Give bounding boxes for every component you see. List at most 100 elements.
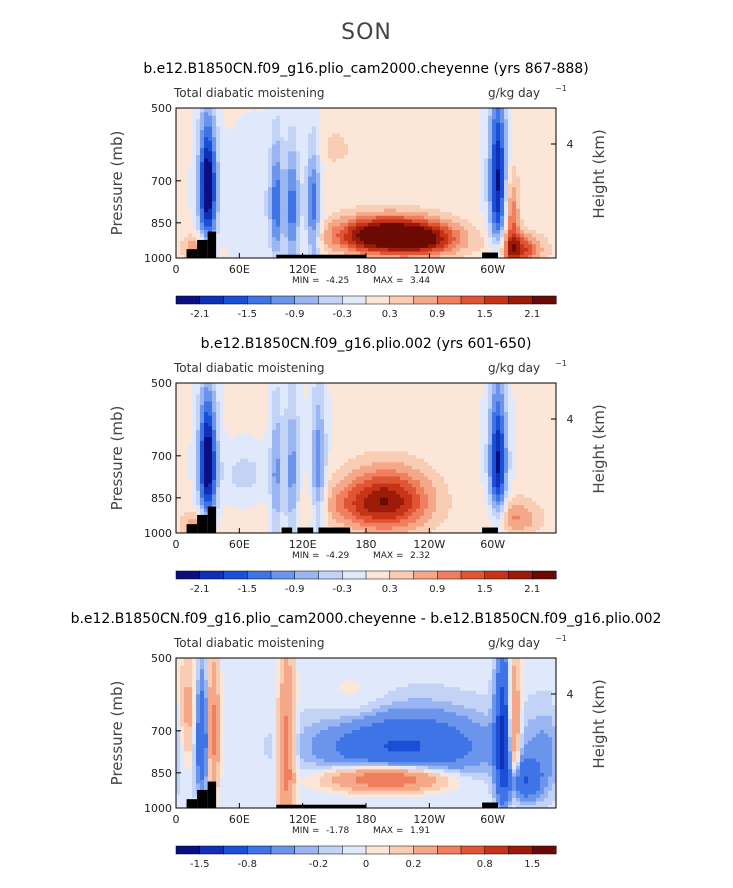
heatmap-cell bbox=[436, 125, 441, 131]
heatmap-cell bbox=[296, 250, 301, 256]
heatmap-cell bbox=[380, 208, 385, 213]
heatmap-cell bbox=[196, 233, 201, 238]
heatmap-cell bbox=[416, 208, 421, 213]
heatmap-cell bbox=[176, 522, 181, 527]
heatmap-cell bbox=[264, 243, 269, 248]
heatmap-cell bbox=[272, 236, 277, 241]
heatmap-cell bbox=[292, 208, 297, 213]
heatmap-cell bbox=[552, 208, 556, 213]
heatmap-cell bbox=[364, 247, 369, 252]
heatmap-cell bbox=[436, 511, 441, 516]
heatmap-cell bbox=[428, 200, 433, 206]
heatmap-cell bbox=[496, 115, 501, 120]
heatmap-cell bbox=[256, 186, 261, 191]
heatmap-cell bbox=[264, 518, 269, 523]
heatmap-cell bbox=[216, 225, 221, 231]
heatmap-cell bbox=[220, 522, 225, 527]
heatmap-cell bbox=[324, 150, 329, 156]
heatmap-cell bbox=[312, 525, 317, 531]
heatmap-cell bbox=[516, 168, 521, 173]
heatmap-cell bbox=[456, 243, 461, 248]
heatmap-cell bbox=[196, 168, 201, 173]
heatmap-cell bbox=[456, 125, 461, 131]
heatmap-cell bbox=[496, 211, 501, 216]
heatmap-cell bbox=[356, 133, 361, 138]
heatmap-cell bbox=[404, 222, 409, 227]
heatmap-cell bbox=[488, 211, 493, 216]
heatmap-cell bbox=[252, 518, 257, 523]
heatmap-cell bbox=[420, 204, 425, 209]
heatmap-cell bbox=[432, 218, 437, 223]
heatmap-cell bbox=[412, 511, 417, 516]
heatmap-cell bbox=[416, 168, 421, 173]
heatmap-cell bbox=[448, 243, 453, 248]
heatmap-cell bbox=[416, 108, 421, 113]
heatmap-cell bbox=[240, 150, 245, 156]
heatmap-cell bbox=[240, 218, 245, 223]
heatmap-cell bbox=[452, 115, 457, 120]
heatmap-cell bbox=[248, 200, 253, 206]
heatmap-cell bbox=[456, 211, 461, 216]
heatmap-cell bbox=[364, 197, 369, 202]
heatmap-cell bbox=[444, 211, 449, 216]
heatmap-cell bbox=[188, 236, 193, 241]
heatmap-cell bbox=[532, 525, 537, 531]
heatmap-cell bbox=[468, 150, 473, 156]
heatmap-cell bbox=[416, 172, 421, 177]
heatmap-cell bbox=[432, 150, 437, 156]
heatmap-cell bbox=[496, 200, 501, 206]
heatmap-cell bbox=[328, 193, 333, 198]
heatmap-cell bbox=[440, 136, 445, 141]
heatmap-cell bbox=[372, 143, 377, 148]
heatmap-cell bbox=[272, 129, 277, 134]
heatmap-cell bbox=[300, 233, 305, 238]
heatmap-cell bbox=[536, 118, 541, 123]
heatmap-cell bbox=[464, 204, 469, 209]
heatmap-cell bbox=[316, 211, 321, 216]
heatmap-cell bbox=[216, 229, 221, 234]
heatmap-cell bbox=[452, 240, 457, 245]
heatmap-cell bbox=[536, 247, 541, 252]
heatmap-cell bbox=[248, 165, 253, 170]
heatmap-cell bbox=[436, 122, 441, 127]
heatmap-cell bbox=[524, 172, 529, 177]
heatmap-cell bbox=[188, 211, 193, 216]
heatmap-cell bbox=[204, 225, 209, 231]
heatmap-cell bbox=[552, 168, 556, 173]
heatmap-cell bbox=[384, 179, 389, 184]
heatmap-cell bbox=[344, 233, 349, 238]
heatmap-cell bbox=[300, 211, 305, 216]
heatmap-cell bbox=[180, 190, 185, 195]
heatmap-cell bbox=[232, 215, 237, 220]
heatmap-cell bbox=[528, 215, 533, 220]
heatmap-cell bbox=[292, 122, 297, 127]
heatmap-cell bbox=[508, 190, 513, 195]
heatmap-cell bbox=[360, 229, 365, 234]
heatmap-cell bbox=[420, 197, 425, 202]
heatmap-cell bbox=[392, 511, 397, 516]
heatmap-cell bbox=[384, 108, 389, 113]
heatmap-cell bbox=[412, 111, 417, 116]
heatmap-cell bbox=[500, 154, 505, 159]
heatmap-cell bbox=[412, 175, 417, 181]
heatmap-cell bbox=[264, 247, 269, 252]
heatmap-cell bbox=[220, 129, 225, 134]
heatmap-cell bbox=[436, 200, 441, 206]
heatmap-cell bbox=[352, 165, 357, 170]
heatmap-cell bbox=[396, 500, 401, 506]
heatmap-cell bbox=[240, 154, 245, 159]
heatmap-cell bbox=[516, 161, 521, 166]
heatmap-cell bbox=[496, 215, 501, 220]
heatmap-cell bbox=[248, 143, 253, 148]
heatmap-cell bbox=[228, 165, 233, 170]
heatmap-cell bbox=[188, 508, 193, 513]
heatmap-cell bbox=[528, 197, 533, 202]
heatmap-cell bbox=[256, 158, 261, 163]
heatmap-cell bbox=[428, 229, 433, 234]
heatmap-cell bbox=[188, 504, 193, 509]
heatmap-cell bbox=[516, 236, 521, 241]
heatmap-cell bbox=[452, 511, 457, 516]
heatmap-cell bbox=[184, 154, 189, 159]
heatmap-cell bbox=[476, 172, 481, 177]
heatmap-cell bbox=[432, 147, 437, 152]
